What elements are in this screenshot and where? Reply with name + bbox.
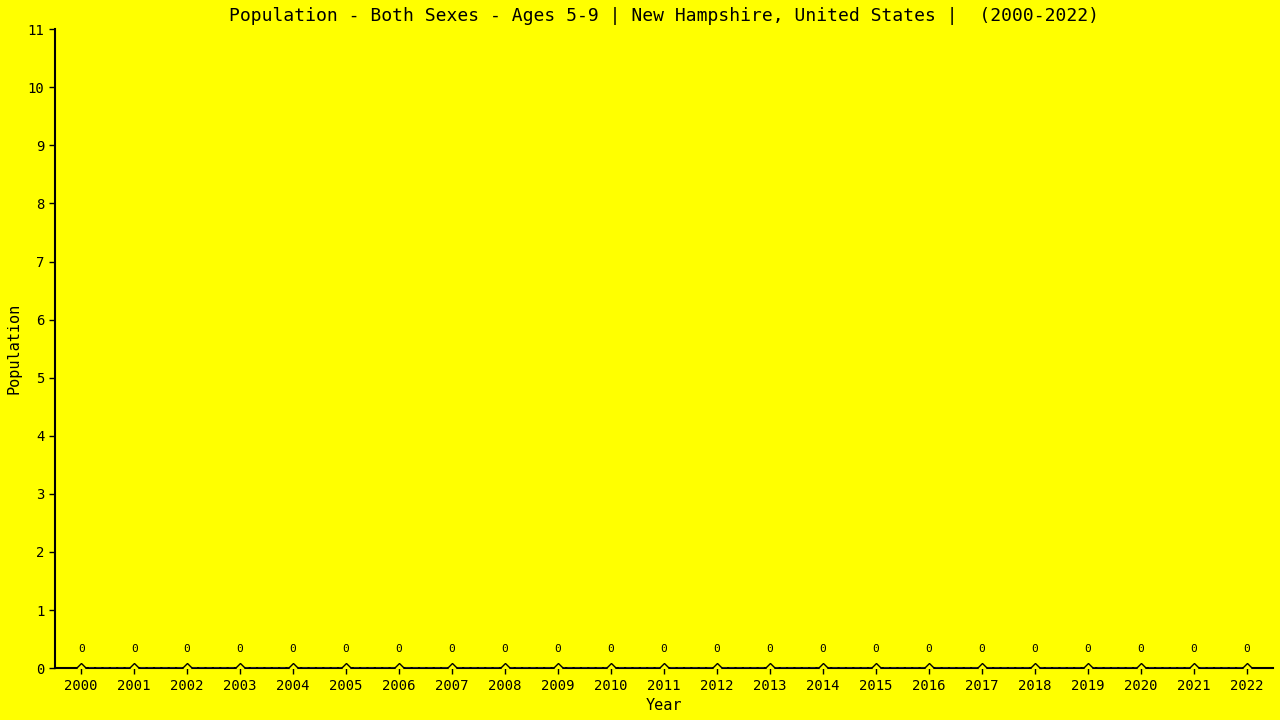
Text: 0: 0 <box>1190 644 1197 654</box>
Text: 0: 0 <box>978 644 986 654</box>
Text: 0: 0 <box>448 644 456 654</box>
Text: 0: 0 <box>1137 644 1144 654</box>
Text: 0: 0 <box>289 644 297 654</box>
Text: 0: 0 <box>184 644 191 654</box>
Text: 0: 0 <box>78 644 84 654</box>
Text: 0: 0 <box>1032 644 1038 654</box>
Text: 0: 0 <box>396 644 402 654</box>
Text: 0: 0 <box>554 644 562 654</box>
Text: 0: 0 <box>237 644 243 654</box>
Text: 0: 0 <box>767 644 773 654</box>
Text: 0: 0 <box>1243 644 1251 654</box>
Y-axis label: Population: Population <box>6 303 22 395</box>
Text: 0: 0 <box>1084 644 1091 654</box>
Text: 0: 0 <box>873 644 879 654</box>
Text: 0: 0 <box>131 644 137 654</box>
Text: 0: 0 <box>713 644 721 654</box>
Text: 0: 0 <box>608 644 614 654</box>
Text: 0: 0 <box>343 644 349 654</box>
X-axis label: Year: Year <box>645 698 682 713</box>
Title: Population - Both Sexes - Ages 5-9 | New Hampshire, United States |  (2000-2022): Population - Both Sexes - Ages 5-9 | New… <box>229 7 1098 25</box>
Text: 0: 0 <box>925 644 932 654</box>
Text: 0: 0 <box>819 644 826 654</box>
Text: 0: 0 <box>502 644 508 654</box>
Text: 0: 0 <box>660 644 667 654</box>
